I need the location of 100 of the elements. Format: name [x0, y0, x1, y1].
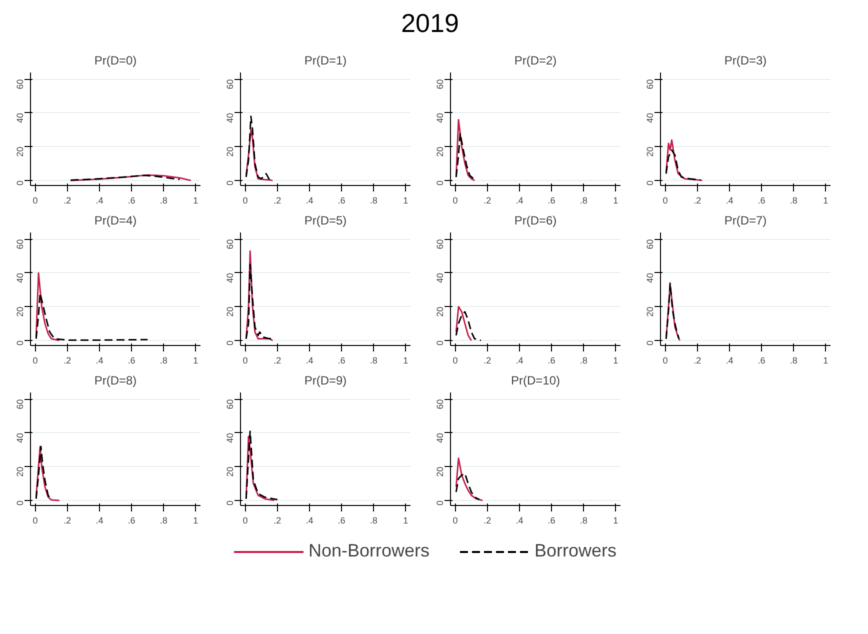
x-tick-label: 1: [823, 356, 828, 366]
y-tick-label: 40: [435, 112, 445, 123]
x-tick-label: .6: [338, 356, 346, 366]
x-tick-label: 0: [32, 196, 38, 206]
chart-title: Pr(D=10): [510, 374, 560, 388]
chart-title: Pr(D=0): [94, 54, 137, 68]
x-tick-label: 0: [452, 516, 458, 526]
x-tick-label: 0: [32, 356, 38, 366]
x-tick-label: 1: [193, 516, 198, 526]
x-tick-label: .2: [274, 516, 282, 526]
x-tick-label: .4: [306, 196, 314, 206]
x-tick-label: .4: [516, 356, 524, 366]
y-tick-label: 40: [15, 112, 25, 123]
chart-title: Pr(D=4): [94, 214, 137, 228]
y-tick-label: 40: [225, 112, 235, 123]
y-tick-label: 40: [15, 272, 25, 283]
x-tick-label: .8: [370, 196, 378, 206]
y-tick-label: 40: [435, 272, 445, 283]
y-tick-label: 20: [435, 306, 445, 317]
chart-title: Pr(D=9): [304, 374, 347, 388]
y-tick-label: 20: [435, 466, 445, 477]
x-tick-label: .8: [370, 356, 378, 366]
x-tick-label: .2: [274, 196, 282, 206]
x-tick-label: 1: [193, 356, 198, 366]
y-tick-label: 60: [645, 239, 655, 250]
x-tick-label: .4: [726, 196, 734, 206]
x-tick-label: .8: [580, 516, 588, 526]
x-tick-label: 0: [452, 356, 458, 366]
x-tick-label: .4: [726, 356, 734, 366]
x-tick-label: .6: [758, 196, 766, 206]
x-tick-label: .4: [306, 516, 314, 526]
y-tick-label: 20: [435, 146, 445, 157]
y-tick-label: 40: [645, 112, 655, 123]
x-tick-label: .2: [274, 356, 282, 366]
legend-label: Borrowers: [534, 540, 617, 562]
text: 2019: [401, 7, 459, 40]
y-tick-label: 60: [15, 79, 25, 90]
y-tick-label: 20: [225, 466, 235, 477]
x-tick-label: .6: [338, 516, 346, 526]
y-tick-label: 60: [435, 399, 445, 410]
x-tick-label: 1: [403, 196, 408, 206]
y-tick-label: 0: [225, 500, 235, 506]
legend-label: Non-Borrowers: [308, 540, 430, 562]
x-tick-label: .2: [484, 196, 492, 206]
y-tick-label: 0: [645, 180, 655, 186]
y-tick-label: 20: [645, 306, 655, 317]
x-tick-label: .6: [548, 356, 556, 366]
x-tick-label: 1: [193, 196, 198, 206]
y-tick-label: 60: [15, 399, 25, 410]
y-tick-label: 0: [225, 180, 235, 186]
y-tick-label: 40: [645, 272, 655, 283]
y-tick-label: 0: [225, 340, 235, 346]
x-tick-label: .2: [484, 356, 492, 366]
y-tick-label: 0: [15, 180, 25, 186]
x-tick-label: .8: [580, 356, 588, 366]
chart-title: Pr(D=2): [514, 54, 557, 68]
x-tick-label: .6: [128, 196, 136, 206]
y-tick-label: 40: [15, 432, 25, 443]
y-tick-label: 60: [435, 79, 445, 90]
y-tick-label: 60: [225, 79, 235, 90]
y-tick-label: 40: [225, 272, 235, 283]
x-tick-label: 0: [662, 356, 668, 366]
y-tick-label: 20: [15, 466, 25, 477]
x-tick-label: .6: [548, 516, 556, 526]
x-tick-label: 0: [242, 196, 248, 206]
x-tick-label: 1: [403, 356, 408, 366]
y-tick-label: 0: [15, 340, 25, 346]
x-tick-label: .8: [160, 196, 168, 206]
y-tick-label: 60: [225, 399, 235, 410]
x-tick-label: .6: [128, 516, 136, 526]
x-tick-label: .8: [160, 356, 168, 366]
y-tick-label: 40: [435, 432, 445, 443]
chart-title: Pr(D=7): [724, 214, 767, 228]
y-tick-label: 20: [15, 146, 25, 157]
y-tick-label: 60: [435, 239, 445, 250]
y-tick-label: 40: [225, 432, 235, 443]
x-tick-label: 0: [242, 356, 248, 366]
chart-title: Pr(D=1): [304, 54, 347, 68]
x-tick-label: 1: [613, 516, 618, 526]
x-tick-label: .2: [694, 196, 702, 206]
x-tick-label: .4: [96, 356, 104, 366]
x-tick-label: .6: [128, 356, 136, 366]
x-tick-label: 0: [452, 196, 458, 206]
x-tick-label: .4: [306, 356, 314, 366]
x-tick-label: .4: [516, 516, 524, 526]
x-tick-label: .6: [758, 356, 766, 366]
chart-title: Pr(D=6): [514, 214, 557, 228]
x-tick-label: .2: [484, 516, 492, 526]
x-tick-label: 0: [32, 516, 38, 526]
x-tick-label: .4: [516, 196, 524, 206]
y-tick-label: 0: [645, 340, 655, 346]
y-tick-label: 0: [15, 500, 25, 506]
x-tick-label: .6: [548, 196, 556, 206]
x-tick-label: 1: [613, 356, 618, 366]
x-tick-label: .4: [96, 196, 104, 206]
chart-title: Pr(D=5): [304, 214, 347, 228]
x-tick-label: .8: [160, 516, 168, 526]
x-tick-label: .8: [580, 196, 588, 206]
y-tick-label: 0: [435, 340, 445, 346]
y-tick-label: 60: [225, 239, 235, 250]
